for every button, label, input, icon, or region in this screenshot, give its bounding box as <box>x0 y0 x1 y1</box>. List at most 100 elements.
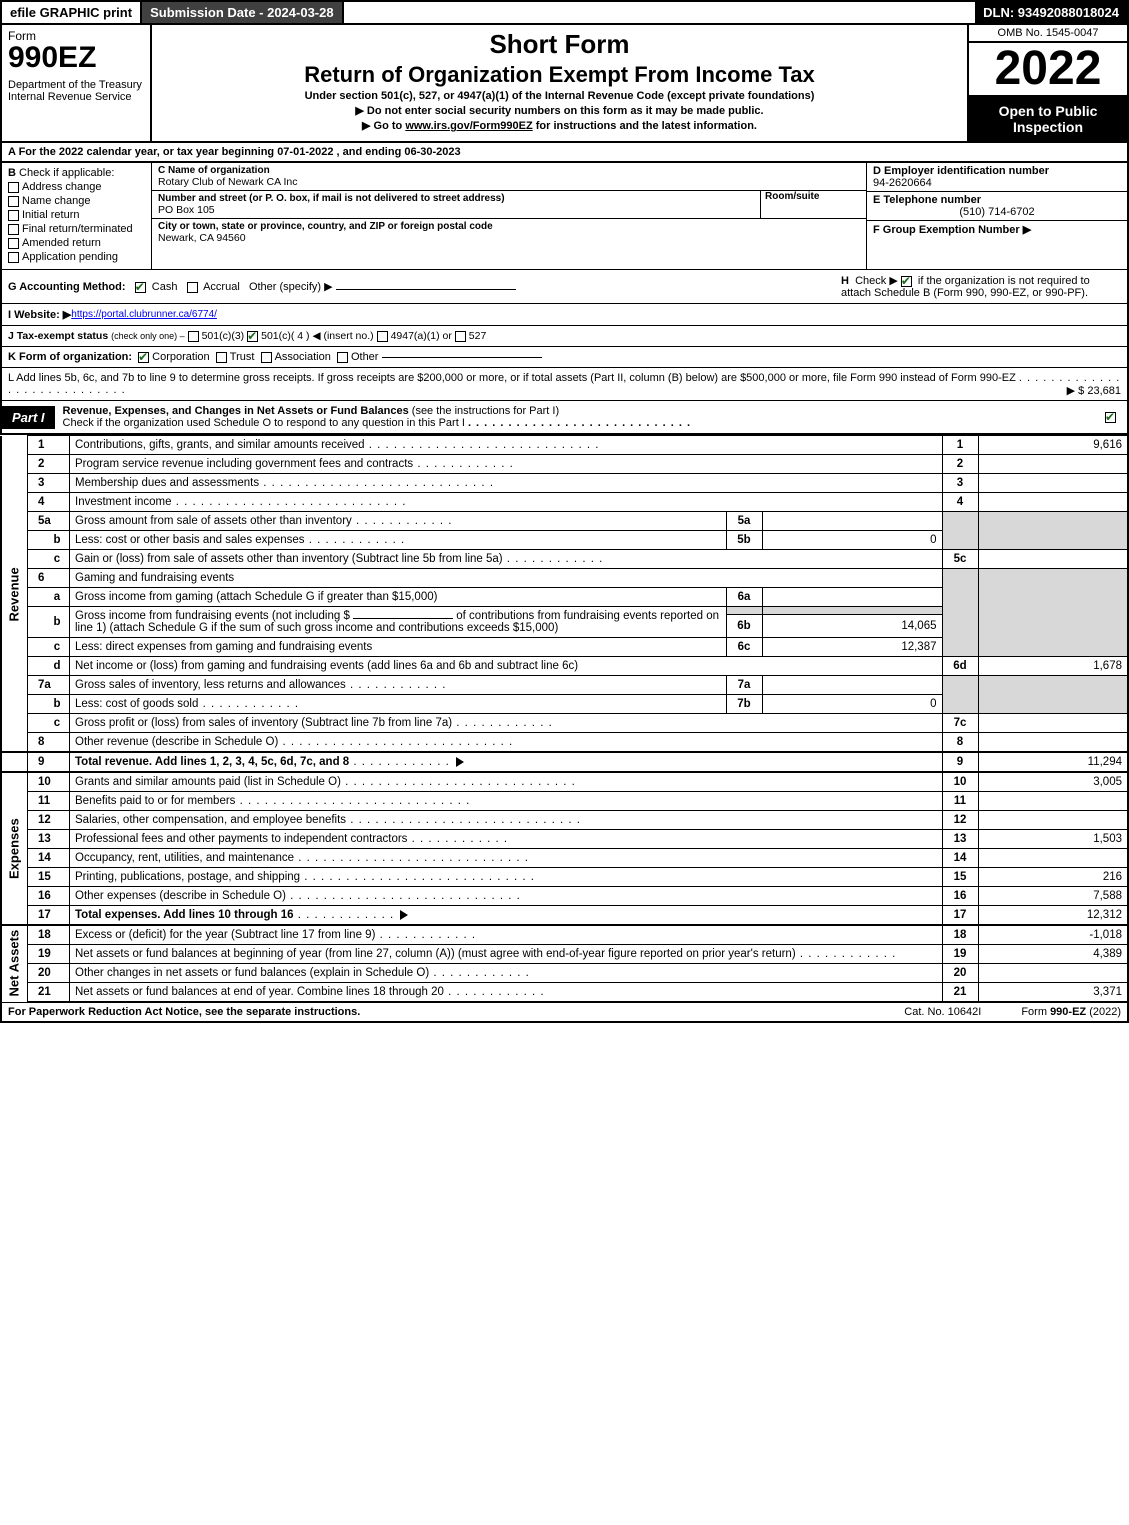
column-def: D Employer identification number 94-2620… <box>867 163 1127 269</box>
opt-amended-return[interactable]: Amended return <box>8 237 145 249</box>
dots-icon <box>341 776 576 788</box>
row-j: J Tax-exempt status (check only one) – 5… <box>0 326 1129 347</box>
dots-icon <box>294 909 395 921</box>
checkbox-icon[interactable] <box>8 252 19 263</box>
checkbox-icon[interactable] <box>8 182 19 193</box>
checkbox-part1[interactable] <box>1105 412 1116 423</box>
group-exemption-label: F Group Exemption Number ▶ <box>873 223 1121 236</box>
subtitle-3: ▶ Go to www.irs.gov/Form990EZ for instru… <box>160 119 959 132</box>
checkbox-trust[interactable] <box>216 352 227 363</box>
dots-icon <box>235 795 470 807</box>
street: PO Box 105 <box>158 204 756 216</box>
checkbox-icon[interactable] <box>8 210 19 221</box>
checkbox-501c[interactable] <box>247 331 258 342</box>
dots-icon <box>468 417 691 429</box>
line-20: 20 Other changes in net assets or fund b… <box>1 964 1128 983</box>
j-note: (check only one) – <box>111 331 185 341</box>
line-3: 3 Membership dues and assessments 3 <box>1 474 1128 493</box>
dots-icon <box>375 929 476 941</box>
side-net-assets: Net Assets <box>1 925 28 1002</box>
dots-icon <box>172 496 407 508</box>
room-label: Room/suite <box>765 191 860 202</box>
j-label: J Tax-exempt status <box>8 330 108 342</box>
submission-date: Submission Date - 2024-03-28 <box>142 2 344 23</box>
blank-line[interactable] <box>353 618 453 619</box>
dots-icon <box>352 515 453 527</box>
checkbox-other-org[interactable] <box>337 352 348 363</box>
line-6: 6 Gaming and fundraising events <box>1 569 1128 588</box>
topbar-spacer <box>344 2 976 23</box>
checkbox-corporation[interactable] <box>138 352 149 363</box>
dots-icon <box>346 679 447 691</box>
dots-icon <box>198 698 299 710</box>
dots-icon <box>349 756 450 768</box>
ein-cell: D Employer identification number 94-2620… <box>867 163 1127 192</box>
other-specify-line[interactable] <box>336 289 516 290</box>
line-16: 16 Other expenses (describe in Schedule … <box>1 887 1128 906</box>
dots-icon <box>346 814 581 826</box>
line-8: 8 Other revenue (describe in Schedule O)… <box>1 733 1128 753</box>
checkbox-icon[interactable] <box>8 196 19 207</box>
street-label: Number and street (or P. O. box, if mail… <box>158 193 756 204</box>
city-cell: City or town, state or province, country… <box>152 219 866 269</box>
section-bcdef: B Check if applicable: Address change Na… <box>0 163 1129 269</box>
form-title: Return of Organization Exempt From Incom… <box>160 62 959 88</box>
k-label: K Form of organization: <box>8 351 132 363</box>
line-9: 9 Total revenue. Add lines 1, 2, 3, 4, 5… <box>1 752 1128 772</box>
opt-application-pending[interactable]: Application pending <box>8 251 145 263</box>
line-13: 13 Professional fees and other payments … <box>1 830 1128 849</box>
irs-link[interactable]: www.irs.gov/Form990EZ <box>405 120 532 132</box>
ein-value: 94-2620664 <box>873 177 1121 189</box>
dots-icon <box>286 890 521 902</box>
form-number: 990EZ <box>8 43 144 73</box>
opt-name-change[interactable]: Name change <box>8 195 145 207</box>
triangle-right-icon <box>456 757 464 767</box>
line-5c: c Gain or (loss) from sale of assets oth… <box>1 550 1128 569</box>
website-link[interactable]: https://portal.clubrunner.ca/6774/ <box>71 309 217 320</box>
checkbox-icon[interactable] <box>8 238 19 249</box>
line-7a: 7a Gross sales of inventory, less return… <box>1 676 1128 695</box>
line-4: 4 Investment income 4 <box>1 493 1128 512</box>
header-right: OMB No. 1545-0047 2022 Open to Public In… <box>967 25 1127 141</box>
dots-icon <box>365 439 600 451</box>
line-21: 21 Net assets or fund balances at end of… <box>1 983 1128 1002</box>
telephone-value: (510) 714-6702 <box>873 206 1121 218</box>
dots-icon <box>294 852 529 864</box>
group-exemption-cell: F Group Exemption Number ▶ <box>867 221 1127 269</box>
checkbox-icon[interactable] <box>8 224 19 235</box>
telephone-label: E Telephone number <box>873 194 1121 206</box>
line-11: 11 Benefits paid to or for members 11 <box>1 792 1128 811</box>
short-form-title: Short Form <box>160 29 959 60</box>
street-cell: Number and street (or P. O. box, if mail… <box>152 191 866 219</box>
b-label: B <box>8 167 16 179</box>
form-table: Revenue 1 Contributions, gifts, grants, … <box>0 435 1129 1002</box>
checkbox-501c3[interactable] <box>188 331 199 342</box>
line-15: 15 Printing, publications, postage, and … <box>1 868 1128 887</box>
checkbox-4947[interactable] <box>377 331 388 342</box>
opt-initial-return[interactable]: Initial return <box>8 209 145 221</box>
line-18: Net Assets 18 Excess or (deficit) for th… <box>1 925 1128 945</box>
efile-label[interactable]: efile GRAPHIC print <box>2 2 142 23</box>
checkbox-h[interactable] <box>901 276 912 287</box>
checkbox-cash[interactable] <box>135 282 146 293</box>
omb-number: OMB No. 1545-0047 <box>969 25 1127 43</box>
checkbox-accrual[interactable] <box>187 282 198 293</box>
opt-final-return[interactable]: Final return/terminated <box>8 223 145 235</box>
row-a: A For the 2022 calendar year, or tax yea… <box>0 143 1129 163</box>
dln-label: DLN: 93492088018024 <box>975 2 1127 23</box>
line-5a: 5a Gross amount from sale of assets othe… <box>1 512 1128 531</box>
dots-icon <box>278 736 513 748</box>
line-6d: d Net income or (loss) from gaming and f… <box>1 657 1128 676</box>
row-i: I Website: ▶ https://portal.clubrunner.c… <box>0 304 1129 326</box>
topbar: efile GRAPHIC print Submission Date - 20… <box>0 0 1129 25</box>
checkbox-527[interactable] <box>455 331 466 342</box>
footer-cat-no: Cat. No. 10642I <box>904 1006 981 1018</box>
checkbox-association[interactable] <box>261 352 272 363</box>
part1-check[interactable] <box>1097 407 1127 427</box>
line-10: Expenses 10 Grants and similar amounts p… <box>1 772 1128 792</box>
opt-address-change[interactable]: Address change <box>8 181 145 193</box>
dots-icon <box>452 717 553 729</box>
subtitle-1: Under section 501(c), 527, or 4947(a)(1)… <box>160 90 959 102</box>
h-label: H <box>841 275 849 287</box>
other-org-line[interactable] <box>382 357 542 358</box>
